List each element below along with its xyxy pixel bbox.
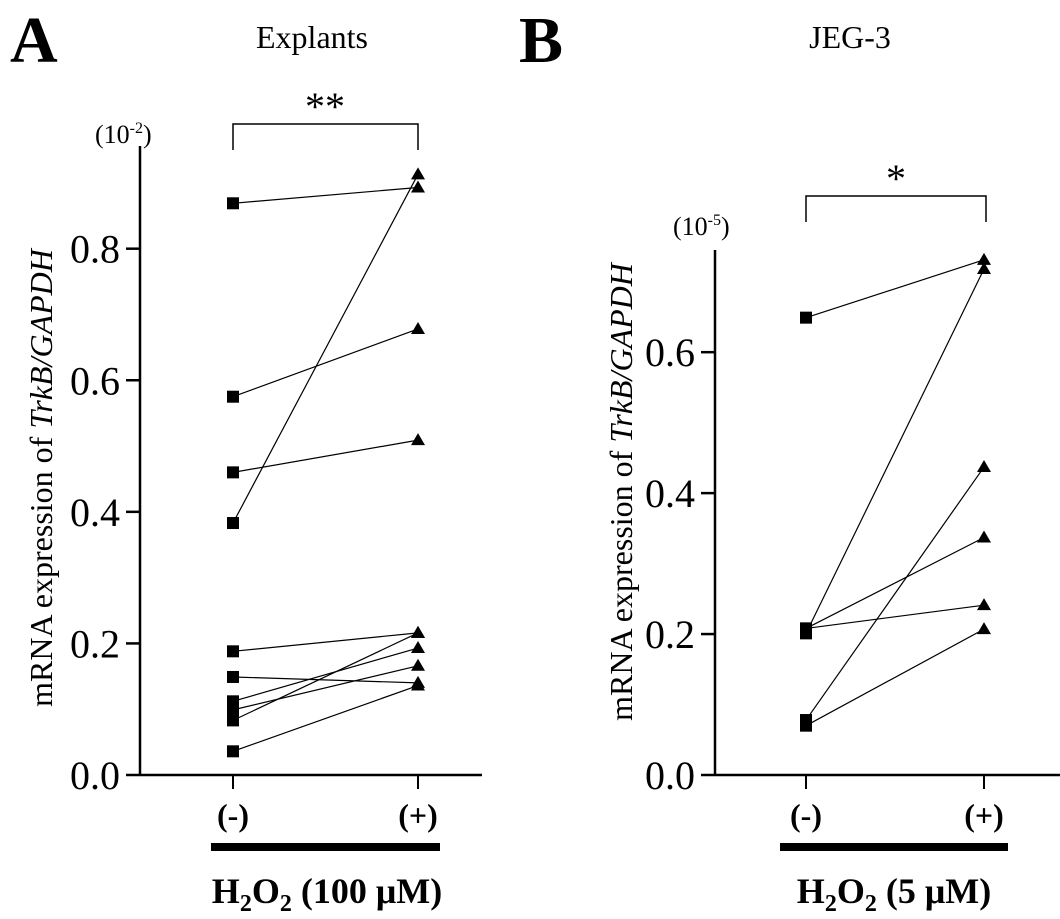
panel-b-pair-line xyxy=(805,268,985,634)
panel-a-y-ticks: 0.0 0.2 0.4 0.6 0.8 xyxy=(70,227,140,798)
panel-b: B JEG-3 (10-5) mRNA expression of TrkB/G… xyxy=(519,4,1008,917)
panel-b-letter: B xyxy=(519,4,563,77)
panel-a-pair-line xyxy=(232,632,419,721)
panel-a-pair-line xyxy=(232,439,419,473)
panel-a: A Explants (10-2) mRNA expression of Trk… xyxy=(10,4,442,917)
panel-a-triangle-marker xyxy=(411,658,425,671)
panel-a-square-marker xyxy=(227,466,239,479)
panel-a-pair-line xyxy=(232,174,419,524)
panel-b-title: JEG-3 xyxy=(809,19,891,55)
panel-a-square-marker xyxy=(227,197,239,210)
panel-a-square-marker xyxy=(227,645,239,658)
panel-a-square-marker xyxy=(227,517,239,530)
panel-a-y-scale-label: (10-2) xyxy=(95,120,152,149)
panel-b-square-marker xyxy=(800,627,812,640)
panel-a-y-tick-label: 0.8 xyxy=(70,227,120,272)
panel-b-square-marker xyxy=(800,719,812,732)
panel-b-y-tick-label: 0.4 xyxy=(645,471,695,516)
panel-b-y-ticks: 0.0 0.2 0.4 0.6 xyxy=(645,330,715,798)
panel-b-y-tick-label: 0.6 xyxy=(645,330,695,375)
panel-b-triangle-marker xyxy=(977,262,991,275)
panel-b-pair-lines xyxy=(805,259,985,727)
panel-a-square-marker xyxy=(227,390,239,403)
panel-b-y-tick-label: 0.2 xyxy=(645,612,695,657)
panel-a-pair-lines xyxy=(232,174,419,752)
panel-b-pair-line xyxy=(805,536,985,629)
panel-b-markers xyxy=(800,252,991,732)
panel-a-y-axis-label: mRNA expression of TrkB/GAPDH xyxy=(23,247,59,707)
panel-a-pair-line xyxy=(232,186,419,204)
panel-b-category-plus: (+) xyxy=(964,797,1004,833)
panel-b-triangle-marker xyxy=(977,252,991,265)
panel-b-triangle-marker xyxy=(977,622,991,635)
panel-a-treatment-label: H2O2 (100 μM) xyxy=(212,871,442,917)
panel-b-treatment-bar xyxy=(780,843,1008,851)
panel-a-triangle-marker xyxy=(411,433,425,446)
panel-b-y-scale-label: (10-5) xyxy=(673,212,730,241)
panel-a-significance-bracket xyxy=(232,123,419,150)
panel-b-triangle-marker xyxy=(977,530,991,543)
panel-b-triangle-marker xyxy=(977,598,991,611)
panel-a-triangle-marker xyxy=(411,167,425,180)
panel-b-triangle-marker xyxy=(977,460,991,473)
panel-a-pair-line xyxy=(232,684,419,752)
panel-b-square-marker xyxy=(800,311,812,324)
panel-a-category-minus: (-) xyxy=(217,797,249,833)
panel-a-y-tick-label: 0.4 xyxy=(70,490,120,535)
panel-a-pair-line xyxy=(232,665,419,711)
panel-a-square-marker xyxy=(227,714,239,727)
panel-a-treatment-bar xyxy=(211,843,440,851)
panel-a-category-plus: (+) xyxy=(398,797,438,833)
panel-a-pair-line xyxy=(232,328,419,398)
panel-a-square-marker xyxy=(227,745,239,758)
panel-a-y-tick-label: 0.2 xyxy=(70,621,120,666)
panel-a-pair-line xyxy=(232,676,419,684)
panel-b-y-tick-label: 0.0 xyxy=(645,753,695,798)
panel-a-triangle-marker xyxy=(411,625,425,638)
panel-a-significance-stars: ** xyxy=(305,84,345,129)
panel-b-treatment-label: H2O2 (5 μM) xyxy=(797,871,991,917)
panel-a-square-marker xyxy=(227,670,239,683)
panel-b-pair-line xyxy=(805,604,985,630)
panel-a-title: Explants xyxy=(256,19,368,55)
panel-a-triangle-marker xyxy=(411,678,425,691)
panel-a-triangle-marker xyxy=(411,321,425,334)
panel-a-letter: A xyxy=(10,4,58,77)
panel-b-category-minus: (-) xyxy=(790,797,822,833)
panel-a-triangle-marker xyxy=(411,641,425,654)
panel-b-y-axis-label: mRNA expression of TrkB/GAPDH xyxy=(603,261,639,721)
panel-a-pair-line xyxy=(232,632,419,652)
panel-b-pair-line xyxy=(805,466,985,721)
panel-b-pair-line xyxy=(805,628,985,727)
panel-b-pair-line xyxy=(805,259,985,319)
panel-a-triangle-marker xyxy=(411,180,425,193)
panel-a-square-marker xyxy=(227,703,239,716)
panel-b-significance-bracket xyxy=(805,195,987,222)
panel-a-markers xyxy=(227,167,425,758)
panel-a-y-tick-label: 0.6 xyxy=(70,358,120,403)
panel-b-significance-stars: * xyxy=(886,156,906,201)
panel-a-pair-line xyxy=(232,647,419,702)
panel-a-y-tick-label: 0.0 xyxy=(70,753,120,798)
